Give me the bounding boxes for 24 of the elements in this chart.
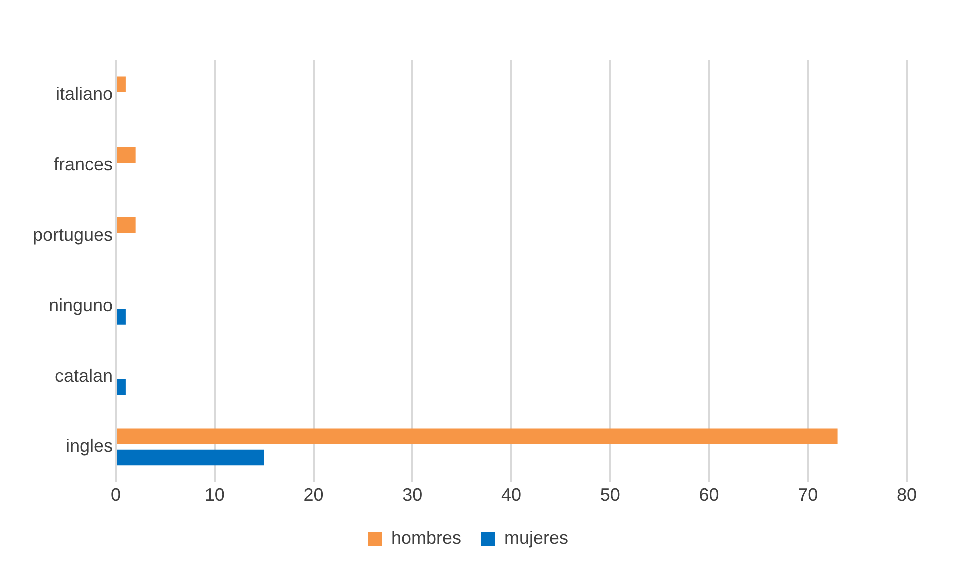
bar <box>117 147 136 163</box>
x-tick-label: 70 <box>798 485 818 506</box>
y-tick-label: frances <box>54 154 114 175</box>
bar <box>117 76 126 93</box>
legend-label: mujeres <box>504 528 569 548</box>
y-tick-label: ninguno <box>48 295 114 316</box>
y-tick-label: italiano <box>56 84 114 104</box>
legend-label: hombres <box>391 528 462 548</box>
x-tick-label: 30 <box>402 485 423 506</box>
x-tick-label: 50 <box>600 485 620 506</box>
bar <box>117 428 838 445</box>
x-tick-label: 80 <box>896 485 918 506</box>
y-tick-label: portugues <box>32 224 114 245</box>
y-tick-label: ingles <box>66 436 114 456</box>
x-tick-label: 0 <box>111 485 122 506</box>
bar <box>117 309 126 325</box>
x-tick-label: 60 <box>699 485 720 506</box>
x-tick-label: 40 <box>502 485 522 506</box>
bar <box>117 450 264 466</box>
bar <box>117 218 136 234</box>
bar <box>117 379 126 396</box>
x-tick-label: 20 <box>304 485 324 506</box>
x-tick-label: 10 <box>204 485 225 506</box>
y-tick-label: catalan <box>55 366 114 386</box>
